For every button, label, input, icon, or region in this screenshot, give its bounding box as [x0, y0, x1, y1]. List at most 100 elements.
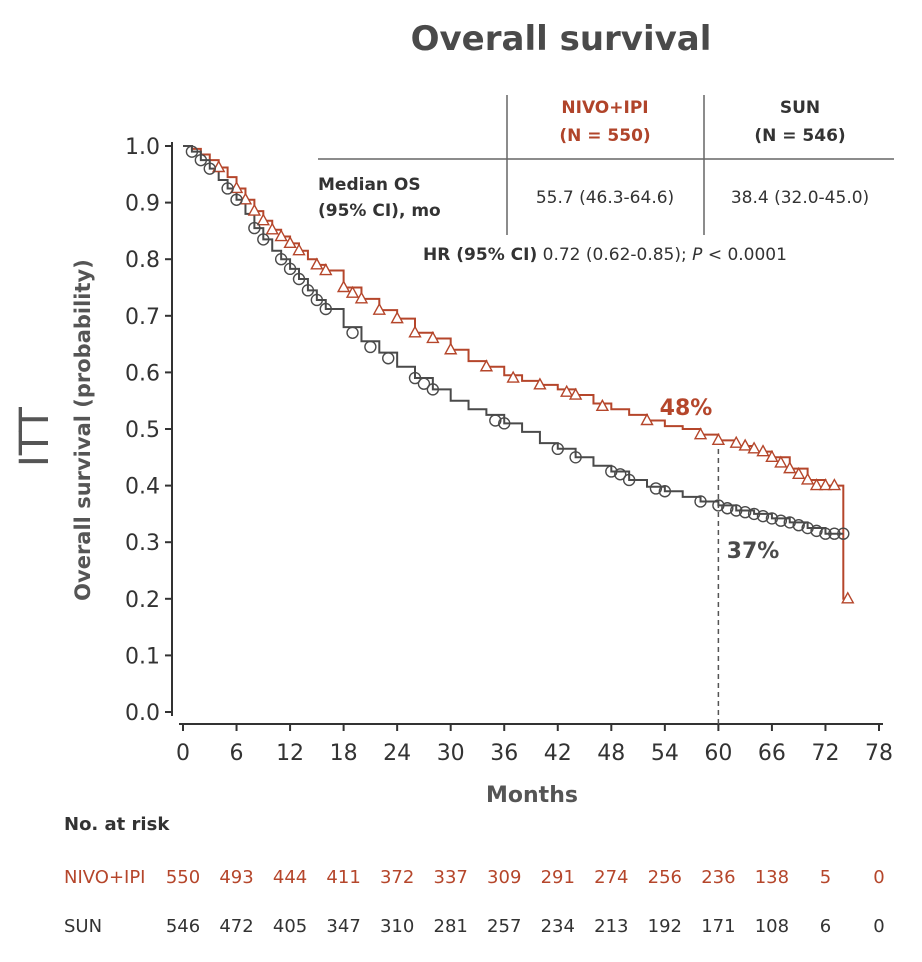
x-tick-label: 30	[437, 741, 465, 766]
censor-circle	[605, 465, 618, 478]
censor-triangle	[640, 413, 654, 426]
censor-circle	[712, 499, 725, 512]
censor-triangle	[506, 370, 520, 383]
y-tick-label: 0.3	[125, 531, 160, 556]
x-tick-label: 24	[383, 741, 411, 766]
censor-circle	[426, 383, 440, 396]
censor-circle	[765, 512, 779, 525]
censor-circle	[622, 473, 636, 487]
censor-triangle	[595, 398, 610, 412]
censor-triangle	[841, 591, 855, 604]
censor-triangle	[283, 235, 297, 249]
risk-value: 291	[541, 867, 575, 888]
censor-circle	[738, 506, 752, 519]
censor-triangle	[533, 377, 547, 390]
hazard-ratio: HR (95% CI) 0.72 (0.62-0.85); P < 0.0001	[423, 245, 787, 265]
censor-triangle	[426, 330, 440, 344]
x-tick-label: 18	[330, 741, 358, 766]
censor-circle	[569, 451, 582, 464]
censor-marks	[185, 145, 855, 604]
x-axis-label: Months	[486, 783, 578, 808]
censor-circle	[292, 272, 306, 286]
axes: 0.0 0.1 0.2 0.3 0.4 0.5 0.6 0.7 0.8 0.9 1.0 0 6 12 18 2…	[125, 135, 893, 766]
censor-circle	[783, 516, 796, 529]
censor-circle	[774, 514, 788, 527]
censor-circle	[310, 293, 324, 307]
risk-value: 234	[541, 916, 575, 937]
y-tick-label: 0.5	[125, 418, 160, 443]
censor-circle	[756, 509, 770, 523]
censor-triangle	[818, 478, 833, 491]
risk-value: 274	[594, 867, 628, 888]
risk-value: 0	[873, 916, 884, 937]
censor-triangle	[274, 229, 288, 242]
y-tick-label: 0.4	[125, 475, 160, 500]
risk-value: 108	[755, 916, 789, 937]
censor-triangle	[256, 213, 270, 226]
censor-circle	[721, 502, 734, 515]
p-label: P	[692, 245, 703, 265]
censor-circle	[730, 504, 743, 517]
censor-triangle	[354, 291, 369, 304]
censor-circle	[319, 302, 332, 316]
row-label-line2: (95% CI), mo	[318, 201, 441, 221]
censor-triangle	[783, 461, 797, 474]
risk-value: 310	[380, 916, 414, 937]
censor-circle	[283, 262, 297, 276]
censor-circle	[551, 442, 564, 456]
y-tick-label: 0.6	[125, 361, 160, 386]
censor-triangle	[229, 180, 244, 194]
x-tick-label: 78	[865, 741, 893, 766]
header-nivo-line1: NIVO+IPI	[561, 98, 648, 118]
x-tick-label: 72	[811, 741, 839, 766]
censor-circle	[694, 495, 707, 508]
x-tick-label: 60	[704, 741, 732, 766]
censor-triangle	[765, 449, 779, 462]
x-tick-label: 42	[544, 741, 572, 766]
censor-triangle	[792, 466, 806, 479]
censor-triangle	[319, 263, 333, 276]
risk-value: 411	[326, 867, 360, 888]
risk-value: 171	[701, 916, 735, 937]
p-value: < 0.0001	[708, 245, 787, 265]
survival-curves	[183, 145, 848, 600]
censor-circle	[792, 519, 805, 532]
censor-circle	[382, 352, 395, 365]
risk-value: 472	[219, 916, 253, 937]
risk-value: 444	[273, 867, 307, 888]
x-tick-label: 36	[490, 741, 518, 766]
censor-triangle	[479, 359, 494, 372]
risk-value: 192	[648, 916, 682, 937]
censor-circle	[248, 221, 261, 235]
risk-value: 347	[326, 916, 360, 937]
risk-row-label: NIVO+IPI	[64, 867, 146, 888]
risk-value: 236	[701, 867, 735, 888]
censor-triangle	[738, 438, 752, 451]
censor-circle	[274, 253, 288, 266]
censor-circle	[801, 521, 814, 535]
y-tick-label: 0.0	[125, 701, 160, 726]
censor-circle	[417, 377, 431, 390]
censor-circle	[658, 485, 672, 498]
censor-triangle	[390, 311, 404, 324]
censor-circle	[346, 326, 359, 339]
y-tick-label: 0.9	[125, 192, 160, 217]
censor-circle	[301, 284, 315, 297]
median-sun: 38.4 (32.0-45.0)	[731, 188, 869, 208]
risk-row-label: SUN	[64, 916, 102, 937]
censor-triangle	[774, 455, 788, 468]
chart-title: Overall survival	[411, 19, 712, 59]
header-sun-line2: (N = 546)	[754, 126, 845, 146]
censor-triangle	[747, 441, 761, 454]
risk-value: 0	[873, 867, 884, 888]
risk-value: 309	[487, 867, 521, 888]
risk-value: 546	[166, 916, 200, 937]
censor-triangle	[729, 435, 743, 448]
risk-table-title: No. at risk	[64, 814, 170, 835]
y-axis-label: Overall survival (probability)	[71, 259, 95, 601]
censor-triangle	[827, 478, 842, 491]
risk-value: 138	[755, 867, 789, 888]
x-tick-label: 6	[230, 741, 244, 766]
censor-triangle	[711, 432, 726, 446]
